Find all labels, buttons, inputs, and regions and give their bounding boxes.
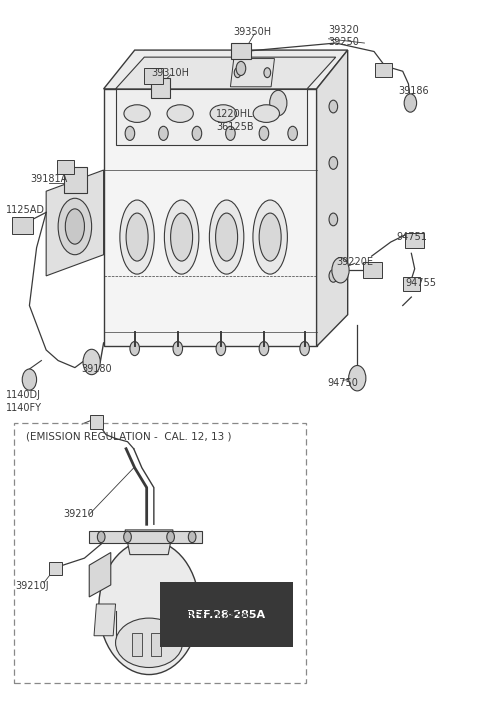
Ellipse shape bbox=[259, 213, 281, 261]
Circle shape bbox=[264, 68, 271, 78]
Text: REF.28-285A: REF.28-285A bbox=[187, 609, 265, 619]
Circle shape bbox=[348, 366, 366, 391]
Circle shape bbox=[97, 532, 105, 542]
Circle shape bbox=[329, 100, 337, 113]
Text: 39210: 39210 bbox=[63, 509, 94, 520]
Text: 39180: 39180 bbox=[81, 364, 112, 374]
Polygon shape bbox=[116, 57, 336, 89]
Ellipse shape bbox=[210, 105, 237, 122]
FancyBboxPatch shape bbox=[362, 262, 382, 278]
Circle shape bbox=[236, 62, 246, 76]
Ellipse shape bbox=[170, 213, 192, 261]
FancyBboxPatch shape bbox=[64, 168, 87, 192]
Ellipse shape bbox=[209, 200, 244, 274]
FancyBboxPatch shape bbox=[152, 633, 161, 655]
Text: 39220E: 39220E bbox=[336, 257, 373, 267]
Ellipse shape bbox=[253, 105, 279, 122]
FancyBboxPatch shape bbox=[144, 69, 163, 84]
FancyBboxPatch shape bbox=[90, 415, 103, 429]
Circle shape bbox=[288, 127, 298, 141]
Circle shape bbox=[188, 532, 196, 542]
Polygon shape bbox=[125, 530, 173, 554]
Circle shape bbox=[83, 349, 100, 375]
Polygon shape bbox=[116, 89, 307, 146]
FancyBboxPatch shape bbox=[49, 562, 62, 575]
Text: 39186: 39186 bbox=[398, 86, 429, 96]
Polygon shape bbox=[104, 50, 348, 89]
Polygon shape bbox=[317, 50, 348, 346]
Circle shape bbox=[329, 269, 337, 282]
FancyBboxPatch shape bbox=[12, 216, 33, 233]
Ellipse shape bbox=[120, 200, 155, 274]
Text: 1220HL
36125B: 1220HL 36125B bbox=[216, 110, 254, 132]
Ellipse shape bbox=[167, 105, 193, 122]
FancyBboxPatch shape bbox=[57, 160, 74, 174]
Circle shape bbox=[130, 341, 140, 356]
Ellipse shape bbox=[164, 200, 199, 274]
Polygon shape bbox=[230, 59, 275, 87]
Text: 39310H: 39310H bbox=[152, 68, 190, 78]
FancyBboxPatch shape bbox=[231, 43, 251, 59]
Text: 94750: 94750 bbox=[327, 378, 359, 388]
FancyBboxPatch shape bbox=[405, 233, 424, 248]
Text: 94751: 94751 bbox=[396, 232, 427, 242]
Circle shape bbox=[22, 369, 36, 390]
Circle shape bbox=[259, 127, 269, 141]
Text: 39210J: 39210J bbox=[15, 581, 48, 591]
FancyBboxPatch shape bbox=[132, 633, 142, 655]
Circle shape bbox=[259, 341, 269, 356]
FancyBboxPatch shape bbox=[403, 277, 420, 291]
Circle shape bbox=[329, 213, 337, 226]
Text: REF.28-285A: REF.28-285A bbox=[187, 611, 249, 621]
Circle shape bbox=[124, 532, 132, 542]
Circle shape bbox=[332, 257, 349, 283]
Circle shape bbox=[226, 127, 235, 141]
Polygon shape bbox=[89, 552, 111, 597]
Text: 39320
39250: 39320 39250 bbox=[328, 25, 360, 47]
Text: (EMISSION REGULATION -  CAL. 12, 13 ): (EMISSION REGULATION - CAL. 12, 13 ) bbox=[26, 432, 231, 442]
Circle shape bbox=[404, 94, 417, 112]
Circle shape bbox=[234, 68, 241, 78]
Ellipse shape bbox=[126, 213, 148, 261]
Circle shape bbox=[270, 90, 287, 116]
Ellipse shape bbox=[253, 200, 288, 274]
Text: 39350H: 39350H bbox=[233, 27, 271, 37]
Text: 94755: 94755 bbox=[406, 278, 436, 288]
Circle shape bbox=[125, 127, 135, 141]
Ellipse shape bbox=[58, 198, 92, 255]
Circle shape bbox=[158, 127, 168, 141]
Ellipse shape bbox=[216, 213, 238, 261]
Polygon shape bbox=[46, 170, 104, 276]
Circle shape bbox=[167, 532, 174, 542]
Ellipse shape bbox=[124, 105, 150, 122]
Ellipse shape bbox=[65, 209, 84, 244]
Ellipse shape bbox=[99, 540, 199, 674]
Ellipse shape bbox=[116, 618, 182, 667]
Polygon shape bbox=[94, 604, 116, 636]
Text: 39181A: 39181A bbox=[30, 173, 67, 184]
Polygon shape bbox=[89, 532, 202, 542]
FancyBboxPatch shape bbox=[375, 63, 392, 77]
Circle shape bbox=[173, 341, 182, 356]
Text: 1140DJ
1140FY: 1140DJ 1140FY bbox=[5, 390, 41, 413]
FancyBboxPatch shape bbox=[152, 78, 169, 98]
Polygon shape bbox=[104, 89, 317, 346]
Circle shape bbox=[329, 157, 337, 170]
Circle shape bbox=[192, 127, 202, 141]
Circle shape bbox=[216, 341, 226, 356]
Text: 1125AD: 1125AD bbox=[5, 205, 45, 215]
Circle shape bbox=[300, 341, 310, 356]
